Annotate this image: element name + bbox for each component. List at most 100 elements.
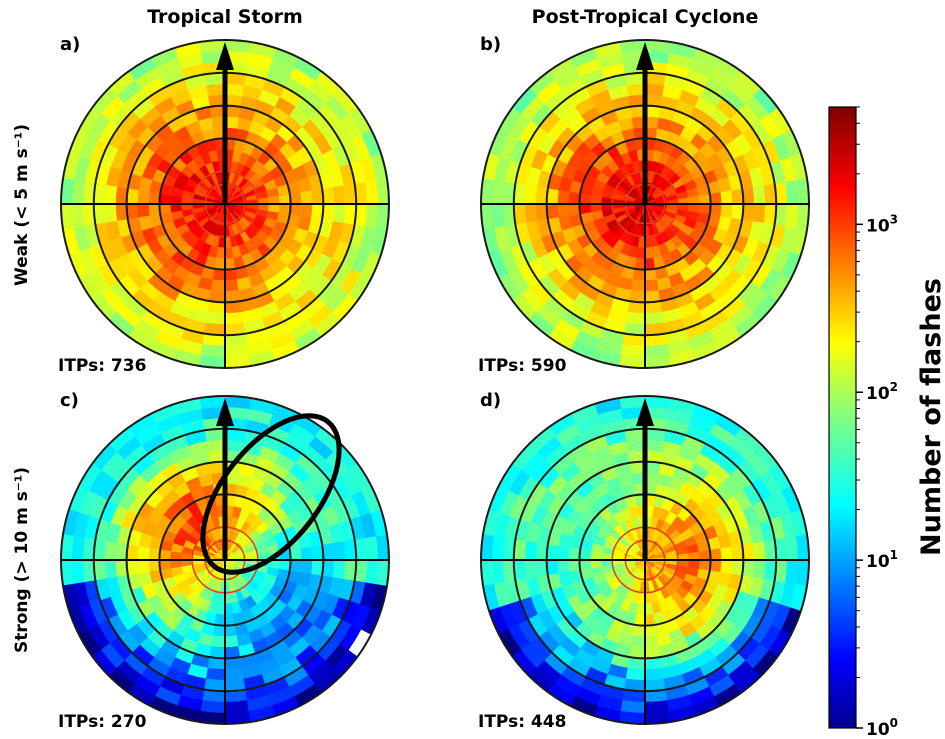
- polar-bin: [752, 540, 766, 561]
- polar-bin: [211, 635, 226, 648]
- shear-vector-arrowhead: [216, 398, 234, 426]
- polar-bin: [720, 559, 733, 574]
- polar-bin: [687, 203, 700, 213]
- polar-bin: [137, 546, 150, 561]
- polar-bin: [631, 635, 646, 648]
- colorbar-tick-label: 100: [866, 716, 898, 739]
- polar-bin: [620, 700, 646, 714]
- polar-bin: [224, 700, 250, 714]
- polar-bin: [332, 559, 346, 580]
- polar-bin: [752, 559, 766, 580]
- polar-bin: [200, 700, 226, 714]
- polar-bin: [365, 559, 379, 585]
- polar-bin: [104, 203, 118, 224]
- polar-bin: [267, 203, 280, 213]
- polar-bin: [687, 559, 700, 569]
- colorbar-ticks: 100 101 102 103: [856, 106, 898, 739]
- polar-bin: [278, 559, 291, 571]
- polar-bin: [205, 83, 226, 97]
- itps-count: ITPs: 448: [478, 712, 566, 732]
- polar-bin: [625, 83, 646, 97]
- polar-bin: [644, 635, 659, 648]
- polar-bin: [698, 203, 711, 215]
- polar-bin: [104, 184, 118, 205]
- itps-count: ITPs: 270: [58, 712, 147, 732]
- polar-bin: [71, 179, 85, 205]
- polar-bin: [216, 602, 226, 615]
- polar-bin: [785, 535, 799, 561]
- polar-bin: [625, 667, 646, 681]
- polar-bin: [557, 546, 570, 561]
- polar-bin: [211, 279, 226, 292]
- polar-bin: [170, 195, 183, 205]
- polar-bin: [752, 203, 766, 224]
- polar-bin: [524, 203, 538, 224]
- polar-bin: [300, 190, 313, 205]
- polar-bin: [644, 279, 659, 292]
- polar-bin: [557, 559, 570, 574]
- colorbar-tick-label: 101: [866, 548, 898, 572]
- polar-bin: [205, 311, 226, 325]
- row-title-strong: Strong (> 10 m s⁻¹): [12, 467, 32, 653]
- polar-bin: [524, 540, 538, 561]
- polar-bin: [636, 602, 646, 615]
- panel-c: c) ITPs: 270: [58, 390, 390, 732]
- polar-bin: [644, 311, 665, 325]
- polar-bin: [785, 203, 799, 229]
- panel-b: b) ITPs: 590: [478, 34, 810, 376]
- polar-bin: [579, 193, 592, 205]
- polar-bin: [332, 184, 346, 205]
- polar-bin: [224, 279, 239, 292]
- polar-bin: [104, 540, 118, 561]
- panel-d: d) ITPs: 448: [478, 390, 810, 732]
- polar-bin: [625, 311, 646, 325]
- colorbar: 100 101 102 103 Number of flashes: [828, 106, 945, 739]
- polar-bin: [625, 439, 646, 453]
- polar-bin: [205, 667, 226, 681]
- polar-panels: a) ITPs: 736 b) ITPs: 590 c) ITPs: 270 d) ITPs:…: [58, 34, 810, 732]
- polar-bin: [491, 535, 505, 561]
- polar-bin: [224, 344, 250, 358]
- polar-bin: [332, 203, 346, 224]
- polar-bin: [634, 257, 646, 270]
- polar-bin: [137, 203, 150, 218]
- polar-bin: [137, 190, 150, 205]
- panel-label: a): [60, 34, 80, 55]
- polar-bin: [720, 203, 733, 218]
- polar-bin: [557, 203, 570, 218]
- itps-count: ITPs: 590: [478, 356, 567, 376]
- polar-bin: [579, 549, 592, 561]
- panel-label: d): [480, 390, 501, 411]
- polar-bin: [720, 546, 733, 561]
- polar-bin: [636, 246, 646, 259]
- polar-bin: [300, 203, 313, 218]
- column-title-post-tropical: Post-Tropical Cyclone: [532, 6, 759, 28]
- polar-bin: [491, 203, 505, 229]
- polar-bin: [71, 559, 85, 585]
- shear-vector-arrowhead: [636, 42, 654, 70]
- polar-bin: [365, 535, 379, 561]
- polar-bin: [631, 279, 646, 292]
- polar-bin: [224, 311, 245, 325]
- polar-bin: [644, 344, 670, 358]
- polar-bin: [71, 203, 85, 229]
- polar-bin: [200, 344, 226, 358]
- polar-bin: [137, 559, 150, 574]
- polar-bin: [644, 667, 665, 681]
- polar-bin: [634, 613, 646, 626]
- polar-bin: [224, 439, 245, 453]
- polar-bin: [278, 203, 291, 215]
- panel-a: a) ITPs: 736: [58, 34, 390, 376]
- polar-bin: [170, 551, 183, 561]
- polar-bin: [698, 559, 711, 571]
- itps-count: ITPs: 736: [58, 356, 146, 376]
- polar-bin: [752, 184, 766, 205]
- column-title-tropical-storm: Tropical Storm: [147, 6, 303, 28]
- colorbar-label: Number of flashes: [916, 278, 945, 556]
- polar-bin: [214, 257, 226, 270]
- row-title-weak: Weak (< 5 m s⁻¹): [12, 124, 32, 286]
- polar-bin: [300, 546, 313, 561]
- polar-bin: [557, 190, 570, 205]
- polar-bin: [300, 559, 313, 574]
